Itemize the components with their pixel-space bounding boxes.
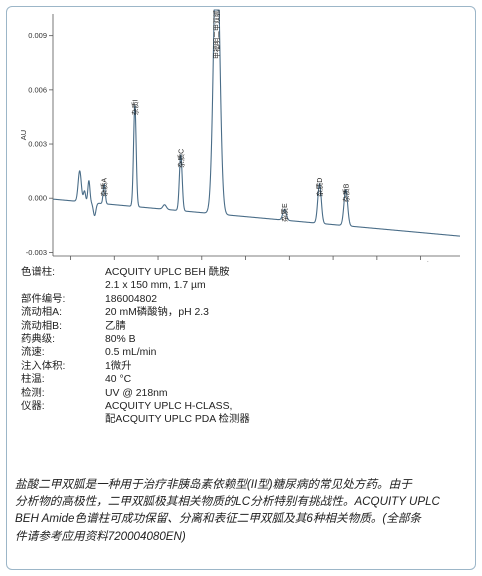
x-tick-label: 2.0: [197, 260, 207, 262]
peak-label: 杂质B: [341, 183, 350, 202]
condition-row: 药典级: 80% B: [21, 333, 321, 346]
y-tick-label: -0.003: [26, 248, 47, 257]
condition-row: 色谱柱: ACQUITY UPLC BEH 酰胺 2.1 x 150 mm, 1…: [21, 266, 321, 293]
x-tick-label: 0.5: [65, 260, 75, 262]
x-tick-label: 3.0: [284, 260, 294, 262]
caption-line: 件请参考应用资料720004080EN): [15, 529, 186, 543]
x-tick-label: 1.0: [109, 260, 119, 262]
peak-label: 甲福明二甲双胍: [212, 10, 221, 59]
figure-caption: 盐酸二甲双胍是一种用于治疗非胰岛素依赖型(II型)糖尿病的常见处方药。由于 分析…: [15, 476, 466, 545]
condition-row: 流动相A: 20 mM磷酸钠，pH 2.3: [21, 306, 321, 319]
condition-key: 注入体积:: [21, 360, 66, 372]
condition-row: 仪器: ACQUITY UPLC H-CLASS, 配ACQUITY UPLC …: [21, 400, 321, 427]
condition-value-line: 80% B: [105, 334, 136, 346]
x-tick-label: 2.5: [240, 260, 250, 262]
chromatogram-chart: -0.003 0.000 0.003 0.006 0.009 AU 0.5 1.0 1.5 2.0…: [19, 9, 461, 262]
x-tick-label: 4.0: [372, 260, 382, 262]
condition-key: 流速:: [21, 347, 45, 359]
y-tick-label: 0.006: [28, 85, 47, 94]
condition-value: ACQUITY UPLC H-CLASS, 配ACQUITY UPLC PDA …: [105, 400, 321, 427]
condition-key: 流动相A:: [21, 307, 62, 319]
condition-key: 流动相B:: [21, 320, 62, 332]
x-tick-label: 4.5 min: [408, 260, 433, 262]
condition-value: 40 °C: [105, 373, 321, 386]
peak-label: 杂质I: [130, 99, 139, 115]
figure-frame: [6, 6, 476, 570]
caption-line: 盐酸二甲双胍是一种用于治疗非胰岛素依赖型(II型)糖尿病的常见处方药。由于: [15, 478, 412, 491]
condition-value-line: 0.5 mL/min: [105, 347, 157, 359]
condition-value: ACQUITY UPLC BEH 酰胺 2.1 x 150 mm, 1.7 µm: [105, 266, 321, 293]
condition-value: 80% B: [105, 333, 321, 346]
condition-value-line: 乙腈: [105, 320, 126, 332]
peak-label: 杂质A: [100, 178, 109, 197]
condition-value-line: ACQUITY UPLC BEH 酰胺: [105, 267, 230, 278]
condition-value: 0.5 mL/min: [105, 346, 321, 359]
condition-value: UV @ 218nm: [105, 387, 321, 400]
condition-value: 乙腈: [105, 320, 321, 333]
condition-value: 1微升: [105, 360, 321, 373]
conditions-table: 色谱柱: ACQUITY UPLC BEH 酰胺 2.1 x 150 mm, 1…: [21, 266, 321, 427]
condition-value: 186004802: [105, 293, 321, 306]
condition-value-line: 186004802: [105, 293, 158, 305]
caption-line: 分析物的高极性，二甲双胍极其相关物质的LC分析特别有挑战性。ACQUITY UP…: [15, 495, 440, 509]
caption-line: BEH Amide色谱柱可成功保留、分离和表征二甲双胍及其6种相关物质。(全部条: [15, 512, 422, 526]
condition-key: 仪器:: [21, 401, 45, 413]
condition-value-line: ACQUITY UPLC H-CLASS,: [105, 401, 233, 413]
condition-key: 色谱柱:: [21, 267, 56, 278]
chromatogram-trace: [52, 9, 461, 237]
condition-value: 20 mM磷酸钠，pH 2.3: [105, 306, 321, 319]
condition-value-line: 1微升: [105, 360, 132, 372]
condition-row: 检测: UV @ 218nm: [21, 387, 321, 400]
y-tick-label: 0.000: [28, 194, 47, 203]
condition-key: 柱温:: [21, 374, 45, 386]
condition-row: 流动相B: 乙腈: [21, 320, 321, 333]
condition-key: 检测:: [21, 387, 45, 399]
x-tick-label: 1.5: [153, 260, 163, 262]
y-axis-label: AU: [19, 130, 28, 140]
y-tick-label: 0.009: [28, 31, 47, 40]
condition-value-line: 2.1 x 150 mm, 1.7 µm: [105, 280, 206, 292]
condition-row: 流速: 0.5 mL/min: [21, 346, 321, 359]
condition-value-line: 40 °C: [105, 374, 132, 386]
condition-value-line: 20 mM磷酸钠，pH 2.3: [105, 307, 209, 319]
x-tick-label: 3.5: [328, 260, 338, 262]
peak-label: 杂质D: [315, 178, 324, 197]
condition-row: 部件编号: 186004802: [21, 293, 321, 306]
condition-row: 注入体积: 1微升: [21, 360, 321, 373]
peak-label: 杂质C: [176, 149, 185, 168]
condition-value-line: UV @ 218nm: [105, 387, 168, 399]
peak-label: 杂质E: [280, 203, 289, 222]
condition-value-line: 配ACQUITY UPLC PDA 检测器: [105, 414, 250, 426]
y-tick-label: 0.003: [28, 140, 47, 149]
condition-key: 部件编号:: [21, 293, 66, 305]
condition-key: 药典级:: [21, 334, 56, 346]
condition-row: 柱温: 40 °C: [21, 373, 321, 386]
